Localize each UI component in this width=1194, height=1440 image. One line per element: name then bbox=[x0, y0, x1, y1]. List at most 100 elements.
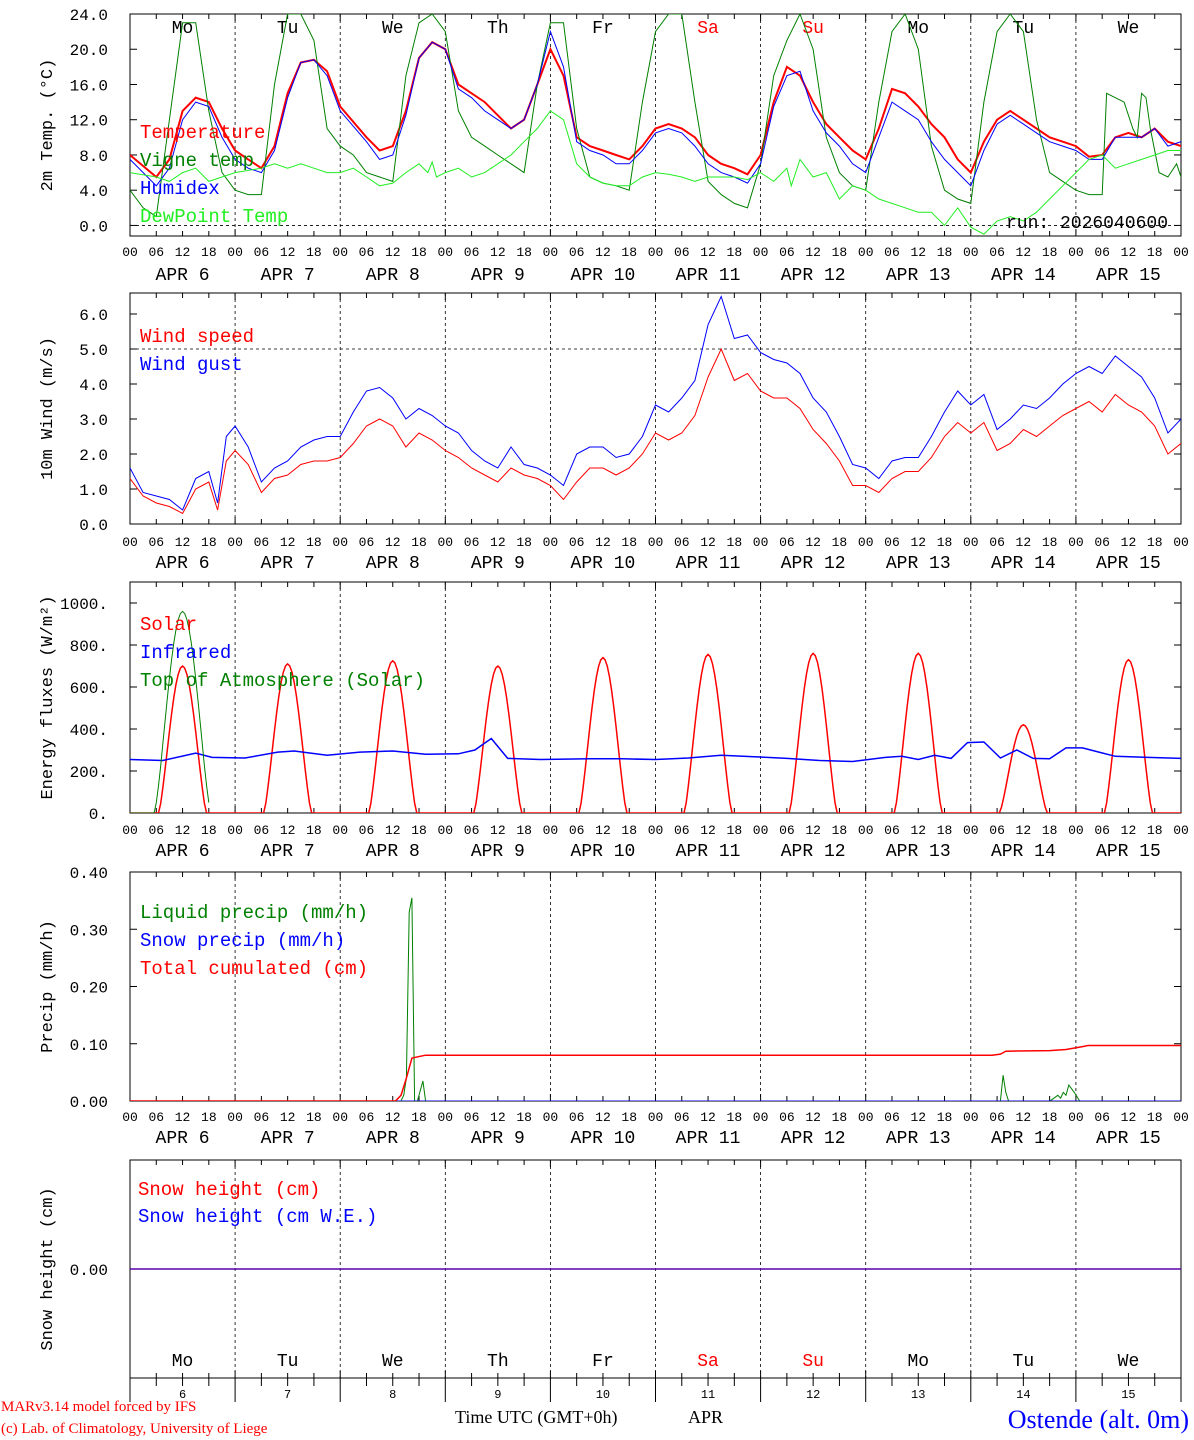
hour-label: 12 bbox=[1016, 535, 1032, 550]
hour-label: 18 bbox=[621, 823, 637, 838]
hour-label: 18 bbox=[1042, 823, 1058, 838]
hour-label: 12 bbox=[910, 535, 926, 550]
hour-label: 18 bbox=[621, 535, 637, 550]
y-tick-label: 0.0 bbox=[79, 517, 108, 535]
hour-label: 18 bbox=[1147, 535, 1163, 550]
panel-temp: 0.0 4.0 8.0 12.0 16.0 20.0 24.0 2m Temp. (°C) 00… bbox=[39, 7, 1189, 286]
date-label: APR 15 bbox=[1096, 266, 1161, 286]
hour-label: 00 bbox=[122, 535, 138, 550]
hour-label: 00 bbox=[963, 1110, 979, 1125]
hour-label: 18 bbox=[201, 1110, 217, 1125]
hour-label: 12 bbox=[700, 535, 716, 550]
hour-label: 12 bbox=[595, 1110, 611, 1125]
hour-label: 12 bbox=[700, 823, 716, 838]
y-tick-label: 24.0 bbox=[70, 7, 108, 25]
hour-label: 12 bbox=[910, 823, 926, 838]
series-liquid-precip-mm-h bbox=[130, 897, 1181, 1101]
hour-label: 18 bbox=[306, 535, 322, 550]
hour-label: 12 bbox=[805, 823, 821, 838]
day-name-label: Tu bbox=[277, 1352, 299, 1372]
legend-entry: Wind speed bbox=[140, 326, 254, 348]
hour-label: 18 bbox=[937, 1110, 953, 1125]
hour-label: 12 bbox=[1016, 245, 1032, 260]
day-number-label: 10 bbox=[596, 1388, 610, 1402]
day-number-label: 12 bbox=[806, 1388, 820, 1402]
hour-label: 18 bbox=[516, 535, 532, 550]
hour-label: 12 bbox=[910, 245, 926, 260]
hour-label: 00 bbox=[753, 823, 769, 838]
hour-label: 18 bbox=[411, 823, 427, 838]
hour-label: 06 bbox=[148, 1110, 164, 1125]
date-label: APR 7 bbox=[261, 842, 315, 862]
y-tick-label: 800. bbox=[70, 638, 108, 656]
hour-label: 18 bbox=[306, 1110, 322, 1125]
hour-label: 18 bbox=[832, 535, 848, 550]
hour-label: 06 bbox=[148, 245, 164, 260]
hour-label: 00 bbox=[858, 1110, 874, 1125]
date-label: APR 9 bbox=[471, 554, 525, 574]
hour-label: 18 bbox=[621, 245, 637, 260]
panel-wind: 0.0 1.0 2.0 3.0 4.0 5.0 6.0 10m Wind (m/s) 00 06 1… bbox=[39, 292, 1189, 574]
hour-label: 18 bbox=[727, 245, 743, 260]
hour-label: 00 bbox=[753, 1110, 769, 1125]
hour-label: 06 bbox=[148, 823, 164, 838]
panel-snow: 0.00 Snow height (cm) Mo Tu We Th Fr Sa Su Mo Tu We… bbox=[39, 1159, 1182, 1379]
legend-entry: Top of Atmosphere (Solar) bbox=[140, 670, 425, 692]
hour-label: 18 bbox=[411, 535, 427, 550]
hour-label: 12 bbox=[490, 245, 506, 260]
y-axis-label: Snow height (cm) bbox=[39, 1187, 58, 1350]
legend-entry: Solar bbox=[140, 614, 197, 636]
date-label: APR 6 bbox=[156, 266, 210, 286]
lab-credit: (c) Lab. of Climatology, University of L… bbox=[1, 1421, 268, 1437]
date-label: APR 14 bbox=[991, 266, 1056, 286]
hour-label: 06 bbox=[1094, 823, 1110, 838]
hour-label: 00 bbox=[332, 1110, 348, 1125]
series-dewpoint-temp bbox=[130, 110, 1181, 235]
y-tick-label: 16.0 bbox=[70, 77, 108, 95]
date-label: APR 11 bbox=[676, 842, 741, 862]
panel-flux: 0. 200. 400. 600. 800. 1000.Energy fluxes (W/… bbox=[39, 581, 1189, 862]
legend-entry: Snow precip (mm/h) bbox=[140, 930, 345, 952]
hour-label: 06 bbox=[569, 1110, 585, 1125]
day-name-label: Th bbox=[487, 19, 509, 39]
day-number-label: 9 bbox=[494, 1388, 501, 1402]
y-tick-label: 5.0 bbox=[79, 342, 108, 360]
date-label: APR 9 bbox=[471, 1129, 525, 1149]
hour-label: 06 bbox=[989, 245, 1005, 260]
hour-label: 00 bbox=[1068, 823, 1084, 838]
date-label: APR 14 bbox=[991, 554, 1056, 574]
hour-label: 18 bbox=[1042, 245, 1058, 260]
hour-label: 06 bbox=[1094, 1110, 1110, 1125]
hour-label: 12 bbox=[595, 823, 611, 838]
hour-label: 18 bbox=[411, 1110, 427, 1125]
date-label: APR 12 bbox=[781, 554, 846, 574]
y-tick-label: 12.0 bbox=[70, 113, 108, 131]
y-tick-label: 4.0 bbox=[79, 377, 108, 395]
day-name-label: Tu bbox=[1013, 1352, 1035, 1372]
y-tick-label: 4.0 bbox=[79, 183, 108, 201]
hour-label: 12 bbox=[1121, 823, 1137, 838]
hour-label: 06 bbox=[464, 823, 480, 838]
hour-label: 00 bbox=[648, 535, 664, 550]
date-label: APR 12 bbox=[781, 266, 846, 286]
hour-label: 12 bbox=[1121, 535, 1137, 550]
hour-label: 00 bbox=[858, 535, 874, 550]
hour-label: 18 bbox=[306, 245, 322, 260]
date-label: APR 10 bbox=[571, 554, 636, 574]
hour-label: 00 bbox=[648, 245, 664, 260]
day-number-label: 11 bbox=[701, 1388, 715, 1402]
y-tick-label: 0.40 bbox=[70, 865, 108, 883]
hour-label: 00 bbox=[543, 245, 559, 260]
series-top-of-atmosphere-solar bbox=[130, 610, 210, 813]
y-axis-label: Energy fluxes (W/m²) bbox=[39, 595, 58, 799]
hour-label: 00 bbox=[437, 823, 453, 838]
hour-label: 00 bbox=[858, 245, 874, 260]
hour-label: 00 bbox=[437, 245, 453, 260]
date-label: APR 10 bbox=[571, 842, 636, 862]
hour-label: 00 bbox=[1068, 1110, 1084, 1125]
y-tick-label: 3.0 bbox=[79, 412, 108, 430]
hour-label: 12 bbox=[175, 823, 191, 838]
date-label: APR 7 bbox=[261, 1129, 315, 1149]
day-name-label: Sa bbox=[697, 1352, 719, 1372]
hour-label: 00 bbox=[122, 245, 138, 260]
